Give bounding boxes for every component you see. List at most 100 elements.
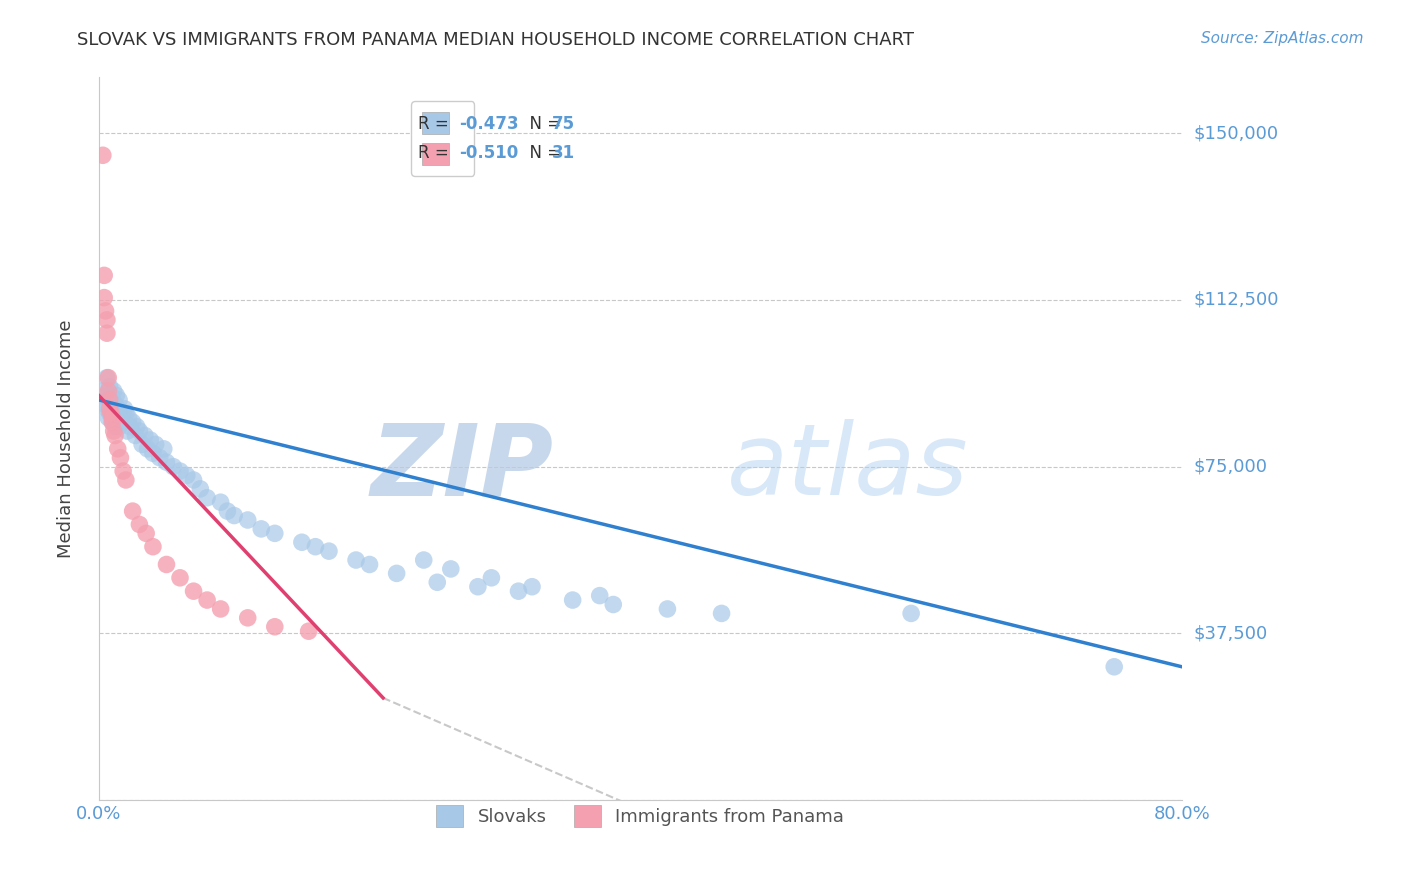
Text: R =: R = <box>419 115 454 134</box>
Point <box>304 540 326 554</box>
Point <box>710 607 733 621</box>
Point <box>561 593 583 607</box>
Point <box>93 397 115 411</box>
Point <box>217 504 239 518</box>
Point <box>589 589 612 603</box>
Point <box>176 468 198 483</box>
Point <box>128 424 150 438</box>
Point <box>263 620 285 634</box>
Point <box>96 313 118 327</box>
Point <box>121 504 143 518</box>
Point <box>1102 660 1125 674</box>
Point <box>96 401 118 416</box>
Text: atlas: atlas <box>727 419 969 516</box>
Point <box>145 437 167 451</box>
Point <box>117 410 139 425</box>
Point <box>657 602 679 616</box>
Point <box>96 370 118 384</box>
Text: $112,500: $112,500 <box>1194 291 1278 309</box>
Point <box>104 397 127 411</box>
Text: 31: 31 <box>551 145 575 162</box>
Point <box>101 392 124 407</box>
Point <box>602 598 624 612</box>
Point <box>112 464 135 478</box>
Point <box>195 593 218 607</box>
Text: N =: N = <box>519 115 567 134</box>
Point <box>155 558 177 572</box>
Point <box>115 473 138 487</box>
Point <box>250 522 273 536</box>
Text: -0.510: -0.510 <box>460 145 519 162</box>
Point <box>93 291 115 305</box>
Point <box>169 464 191 478</box>
Point <box>440 562 463 576</box>
Text: SLOVAK VS IMMIGRANTS FROM PANAMA MEDIAN HOUSEHOLD INCOME CORRELATION CHART: SLOVAK VS IMMIGRANTS FROM PANAMA MEDIAN … <box>77 31 914 49</box>
Point <box>224 508 246 523</box>
Point <box>149 450 172 465</box>
Point <box>110 450 132 465</box>
Point <box>139 433 162 447</box>
Point <box>169 571 191 585</box>
Y-axis label: Median Household Income: Median Household Income <box>58 319 75 558</box>
Point <box>183 584 205 599</box>
Text: N =: N = <box>519 145 567 162</box>
Text: 75: 75 <box>551 115 575 134</box>
Point <box>162 459 184 474</box>
Point <box>124 428 146 442</box>
Point <box>96 326 118 341</box>
Point <box>100 406 122 420</box>
Point <box>101 415 124 429</box>
Point <box>508 584 530 599</box>
Point <box>135 526 157 541</box>
Point <box>107 401 129 416</box>
Point <box>209 602 232 616</box>
Point <box>900 607 922 621</box>
Point <box>108 419 131 434</box>
Point <box>114 401 136 416</box>
Point <box>112 415 135 429</box>
Point <box>318 544 340 558</box>
Point <box>101 410 124 425</box>
Point <box>131 437 153 451</box>
Point <box>100 401 122 416</box>
Point <box>105 410 128 425</box>
Point <box>97 370 120 384</box>
Point <box>209 495 232 509</box>
Legend: Slovaks, Immigrants from Panama: Slovaks, Immigrants from Panama <box>429 798 852 835</box>
Point <box>481 571 503 585</box>
Point <box>104 428 127 442</box>
Point <box>107 442 129 456</box>
Point <box>94 304 117 318</box>
Point <box>236 513 259 527</box>
Point <box>115 424 138 438</box>
Point <box>142 540 165 554</box>
Point <box>344 553 367 567</box>
Point <box>103 406 125 420</box>
Text: ZIP: ZIP <box>371 419 554 516</box>
Text: $150,000: $150,000 <box>1194 124 1278 142</box>
Text: $75,000: $75,000 <box>1194 458 1267 475</box>
Point <box>101 415 124 429</box>
Point <box>520 580 543 594</box>
Point <box>93 268 115 283</box>
Text: Source: ZipAtlas.com: Source: ZipAtlas.com <box>1201 31 1364 46</box>
Point <box>128 517 150 532</box>
Point <box>385 566 408 581</box>
Point <box>91 148 114 162</box>
Point <box>467 580 489 594</box>
Point <box>183 473 205 487</box>
Point <box>115 406 138 420</box>
Point <box>97 384 120 398</box>
Text: $37,500: $37,500 <box>1194 624 1267 642</box>
Point <box>195 491 218 505</box>
Point <box>236 611 259 625</box>
Point <box>121 415 143 429</box>
Point <box>108 392 131 407</box>
Point <box>103 384 125 398</box>
Point <box>98 401 121 416</box>
Point <box>291 535 314 549</box>
Point <box>412 553 434 567</box>
Text: -0.473: -0.473 <box>460 115 519 134</box>
Point <box>298 624 321 639</box>
Point <box>125 419 148 434</box>
